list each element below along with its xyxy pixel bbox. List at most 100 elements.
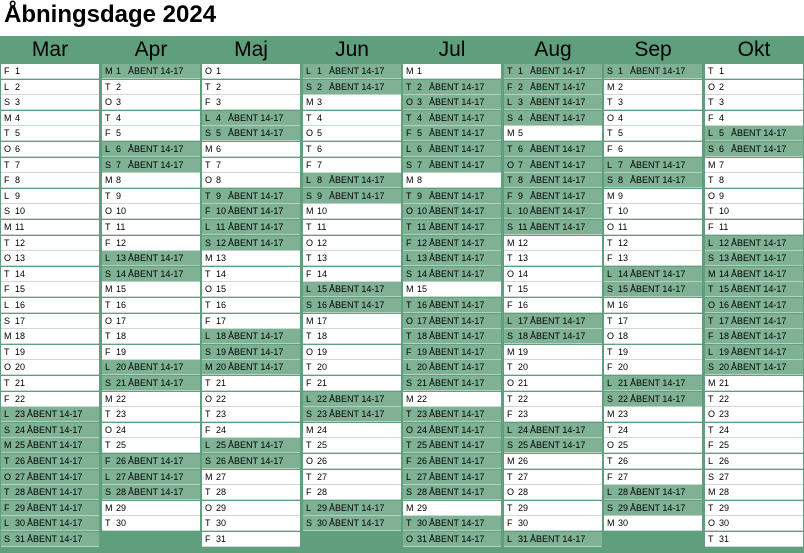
- day-number: 31: [417, 534, 428, 544]
- opening-hours-label: ÅBENT 14-17: [731, 300, 787, 310]
- weekday-letter: O: [306, 456, 314, 466]
- day-number: 21: [216, 378, 227, 388]
- weekday-letter: L: [708, 346, 714, 357]
- day-number: 29: [116, 502, 127, 513]
- day-number: 16: [417, 300, 428, 310]
- weekday-letter: T: [406, 518, 412, 529]
- weekday-letter: M: [306, 97, 314, 108]
- weekday-letter: F: [607, 362, 613, 373]
- day-cell: O 15: [202, 282, 300, 298]
- day-number: 6: [216, 144, 222, 154]
- weekday-letter: S: [708, 144, 715, 154]
- weekday-letter: O: [105, 424, 113, 435]
- day-number: 25: [719, 440, 730, 451]
- weekday-letter: T: [406, 409, 412, 420]
- day-number: 6: [618, 144, 624, 154]
- day-cell: M 24: [303, 422, 401, 438]
- weekday-letter: T: [708, 315, 714, 326]
- weekday-letter: T: [507, 362, 513, 373]
- day-number: 16: [518, 300, 529, 310]
- weekday-letter: F: [406, 456, 412, 466]
- day-number: 14: [417, 268, 428, 279]
- day-number: 2: [317, 81, 323, 92]
- day-number: 3: [317, 97, 323, 108]
- day-number: 5: [15, 128, 21, 139]
- opening-hours-label: ÅBENT 14-17: [530, 424, 586, 435]
- open-day-cell: S 6 ÅBENT 14-17: [705, 142, 803, 157]
- day-number: 13: [216, 253, 227, 264]
- weekday-letter: O: [708, 518, 716, 529]
- day-number: 31: [518, 534, 529, 544]
- weekday-letter: T: [205, 300, 211, 310]
- weekday-letter: L: [708, 128, 714, 139]
- weekday-letter: T: [205, 81, 211, 92]
- weekday-letter: T: [4, 237, 10, 248]
- open-day-cell: O 31 ÅBENT 14-17: [403, 532, 501, 547]
- month-header: Apr: [134, 38, 168, 61]
- day-cell: F 22: [1, 391, 99, 407]
- day-cell: T 17: [604, 313, 702, 329]
- day-number: 26: [216, 456, 227, 466]
- weekday-letter: S: [306, 81, 313, 92]
- day-cell: T 26: [604, 454, 702, 469]
- weekday-letter: L: [306, 66, 312, 76]
- day-number: 14: [317, 268, 328, 279]
- day-number: 3: [518, 97, 524, 108]
- weekday-letter: F: [205, 534, 211, 544]
- weekday-letter: O: [507, 487, 515, 498]
- opening-hours-label: ÅBENT 14-17: [630, 175, 686, 186]
- weekday-letter: S: [507, 112, 514, 123]
- day-number: 17: [618, 315, 629, 326]
- day-number: 25: [618, 440, 629, 451]
- open-day-cell: S 28 ÅBENT 14-17: [403, 485, 501, 501]
- day-number: 28: [216, 487, 227, 498]
- opening-hours-label: ÅBENT 14-17: [731, 284, 787, 295]
- day-number: 12: [719, 237, 730, 248]
- day-cell: T 18: [102, 329, 200, 345]
- day-cell: M 15: [403, 282, 501, 298]
- opening-hours-label: ÅBENT 14-17: [530, 190, 586, 201]
- day-cell: F 28: [303, 485, 401, 501]
- open-day-cell: F 26 ÅBENT 14-17: [403, 454, 501, 469]
- weekday-letter: M: [105, 66, 113, 76]
- weekday-letter: M: [105, 502, 113, 513]
- weekday-letter: T: [708, 284, 714, 295]
- day-number: 19: [15, 346, 26, 357]
- day-number: 23: [719, 409, 730, 420]
- day-number: 6: [116, 144, 122, 154]
- day-number: 30: [719, 518, 730, 529]
- weekday-letter: F: [406, 346, 412, 357]
- day-number: 5: [518, 128, 524, 139]
- open-day-cell: S 13 ÅBENT 14-17: [705, 251, 803, 267]
- day-cell: O 21: [504, 376, 602, 391]
- weekday-letter: S: [507, 331, 514, 342]
- open-day-cell: F 10 ÅBENT 14-17: [202, 204, 300, 220]
- day-number: 5: [417, 128, 423, 139]
- weekday-letter: F: [406, 237, 412, 248]
- opening-hours-label: ÅBENT 14-17: [429, 331, 485, 342]
- open-day-cell: M 20 ÅBENT 14-17: [202, 360, 300, 376]
- day-number: 22: [719, 393, 730, 404]
- weekday-letter: T: [406, 222, 412, 232]
- weekday-letter: T: [4, 456, 10, 466]
- opening-hours-label: ÅBENT 14-17: [228, 112, 284, 123]
- weekday-letter: F: [205, 315, 211, 326]
- opening-hours-label: ÅBENT 14-17: [128, 159, 184, 170]
- day-cell: F 23: [504, 407, 602, 423]
- day-number: 9: [417, 190, 423, 201]
- weekday-letter: T: [105, 331, 111, 342]
- opening-hours-label: ÅBENT 14-17: [429, 237, 485, 248]
- opening-hours-label: ÅBENT 14-17: [429, 440, 485, 451]
- opening-hours-label: ÅBENT 14-17: [630, 393, 686, 404]
- opening-hours-label: ÅBENT 14-17: [27, 409, 83, 420]
- day-number: 10: [116, 206, 127, 217]
- month-column: Mar F 1 L 2 S 3 M 4 T 5 O 6 T 7 F 8 L 9 S 10 M 11 T 12 O 13 T 14 F 15 L…: [1, 36, 99, 553]
- day-number: 15: [518, 284, 529, 295]
- open-day-cell: T 4 ÅBENT 14-17: [403, 110, 501, 126]
- weekday-letter: T: [306, 222, 312, 232]
